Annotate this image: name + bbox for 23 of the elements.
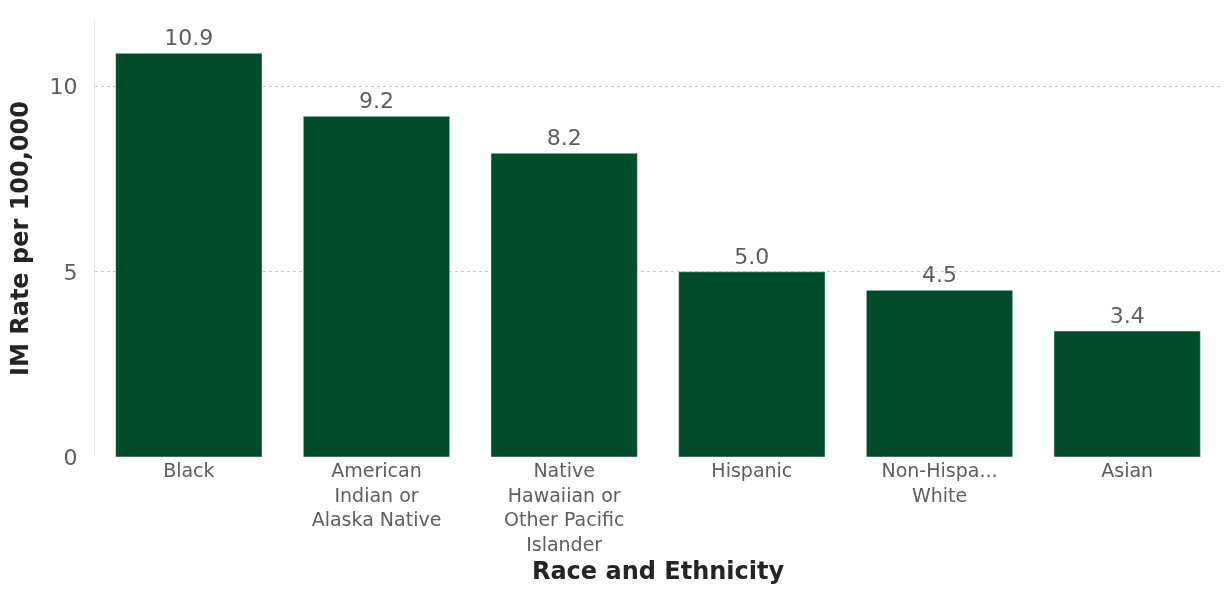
- data-label: 10.9: [164, 25, 214, 51]
- x-tick-label: Native Hawaiian or Other Pacific Islander: [503, 459, 625, 556]
- x-tick-label: Black: [163, 459, 215, 481]
- data-label: 3.4: [1109, 303, 1145, 329]
- y-tick-label: 10: [49, 74, 78, 100]
- data-label: 5.0: [734, 243, 770, 269]
- x-axis-title: Race and Ethnicity: [531, 557, 785, 586]
- y-axis-title: IM Rate per 100,000: [5, 101, 34, 376]
- bar: [115, 53, 263, 457]
- bar: [303, 116, 450, 457]
- y-tick-label: 5: [63, 259, 78, 285]
- data-label: 9.2: [359, 88, 394, 114]
- x-tick-label: Hispanic: [711, 459, 793, 481]
- x-tick-label: Non-Hispa... White: [881, 459, 998, 506]
- bar: [866, 290, 1013, 457]
- x-tick-label: American Indian or Alaska Native: [311, 459, 442, 531]
- x-tick-label: Asian: [1101, 459, 1154, 481]
- data-label: 4.5: [922, 262, 957, 288]
- bar: [1053, 330, 1201, 457]
- bar: [678, 271, 826, 457]
- y-tick-label: 0: [63, 444, 78, 470]
- bar: [490, 153, 638, 457]
- data-label: 8.2: [546, 125, 582, 151]
